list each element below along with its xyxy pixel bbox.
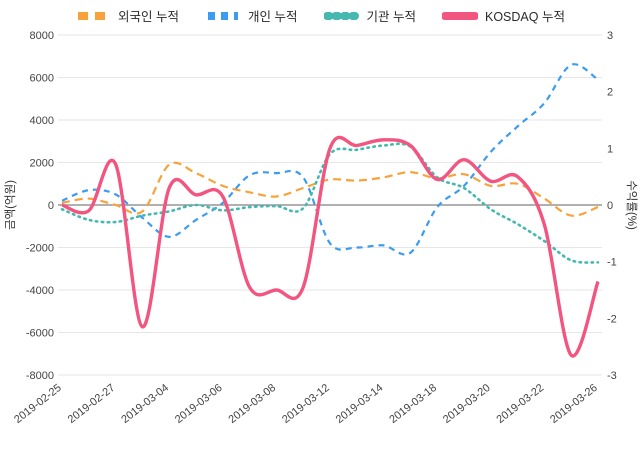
legend-line-icon	[208, 11, 239, 20]
legend-item-2[interactable]: 기관 누적	[323, 6, 416, 25]
left-axis-tick: 8000	[30, 30, 54, 42]
x-axis-tick: 2019-03-18	[387, 382, 439, 426]
left-axis-tick: -8000	[26, 370, 54, 382]
left-axis-tick: -6000	[26, 328, 54, 340]
legend-item-0[interactable]: 외국인 누적	[75, 6, 179, 25]
left-axis-tick: 6000	[30, 73, 54, 85]
x-axis-tick: 2019-03-08	[227, 382, 279, 426]
x-axis-tick: 2019-03-12	[280, 382, 332, 426]
right-axis-tick: -2	[607, 313, 617, 325]
x-axis-tick: 2019-03-06	[173, 382, 225, 426]
left-axis-title: 금액(억원)	[3, 180, 17, 230]
legend-item-3[interactable]: KOSDAQ 누적	[441, 6, 565, 25]
legend-label: KOSDAQ 누적	[484, 10, 565, 24]
x-axis-tick: 2019-03-04	[119, 382, 171, 426]
right-axis-tick: 1	[607, 143, 613, 155]
x-axis-tick: 2019-03-20	[441, 382, 493, 426]
left-axis-tick: -4000	[26, 285, 54, 297]
series-lines	[60, 63, 600, 358]
right-axis-tick: 0	[607, 200, 613, 212]
right-axis-title: 수익률(%)	[625, 180, 638, 230]
legend-label: 개인 누적	[248, 10, 298, 24]
right-axis-tick: 2	[607, 87, 613, 99]
right-axis-tick: 3	[607, 30, 613, 42]
legend-label: 기관 누적	[366, 10, 416, 24]
series-line-0	[61, 161, 599, 217]
legend-line-icon	[78, 11, 109, 20]
series-line-1	[61, 63, 599, 256]
x-axis-tick: 2019-03-14	[334, 382, 386, 426]
left-axis-tick: 0	[48, 200, 54, 212]
gridlines	[58, 34, 602, 376]
x-axis-tick: 2019-02-27	[66, 382, 118, 426]
left-axis-tick: 4000	[30, 115, 54, 127]
right-axis-tick: -3	[607, 370, 617, 382]
legend-line-icon	[323, 11, 360, 20]
legend-item-1[interactable]: 개인 누적	[205, 6, 298, 25]
right-axis-tick: -1	[607, 257, 617, 269]
x-axis-tick: 2019-03-22	[495, 382, 547, 426]
series-line-3	[61, 135, 600, 358]
chart-legend: 외국인 누적 개인 누적 기관 누적 KOSDAQ 누적	[0, 6, 640, 25]
x-axis-tick: 2019-03-26	[548, 382, 600, 426]
left-axis-tick: 2000	[30, 158, 54, 170]
legend-line-icon	[441, 11, 478, 20]
legend-label: 외국인 누적	[118, 10, 180, 24]
x-axis-tick: 2019-02-25	[12, 382, 64, 426]
left-axis-tick: -2000	[26, 243, 54, 255]
